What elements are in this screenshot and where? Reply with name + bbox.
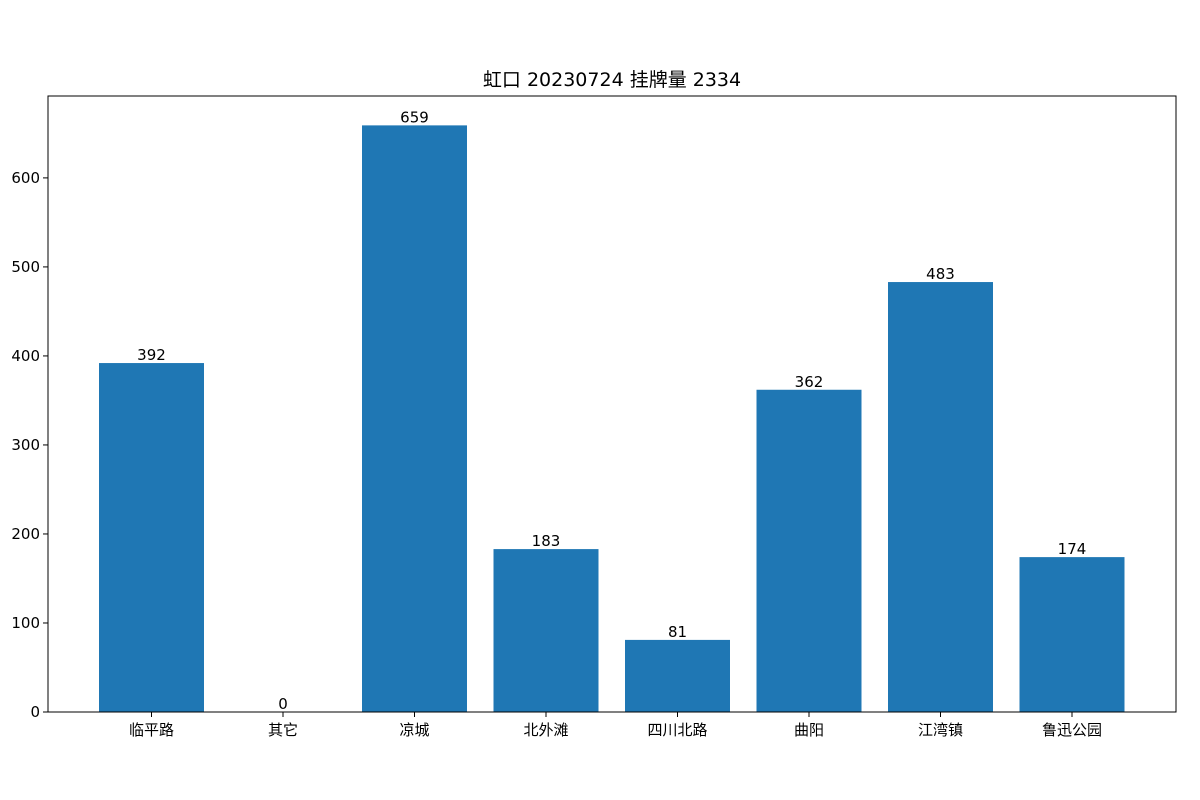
x-tick-label-1: 其它 (268, 721, 298, 739)
bar-6 (888, 282, 993, 712)
y-tick-label-0: 0 (30, 703, 40, 721)
y-tick-label-5: 500 (11, 258, 40, 276)
y-tick-label-4: 400 (11, 347, 40, 365)
data-label-1: 0 (278, 695, 288, 713)
x-tick-label-5: 曲阳 (794, 721, 824, 739)
data-label-2: 659 (400, 108, 429, 126)
x-tick-label-2: 凉城 (399, 721, 429, 739)
bar-0 (99, 363, 204, 712)
x-axis: 临平路 其它 凉城 北外滩 四川北路 曲阳 江湾镇 鲁迅公园 (129, 712, 1102, 739)
x-tick-label-7: 鲁迅公园 (1042, 721, 1102, 739)
data-label-3: 183 (532, 532, 561, 550)
bar-7 (1019, 557, 1125, 712)
y-tick-label-1: 100 (11, 614, 40, 632)
y-axis: 0 100 200 300 400 500 600 (11, 169, 48, 721)
chart-title: 虹口 20230724 挂牌量 2334 (483, 69, 741, 91)
data-label-0: 392 (137, 346, 166, 364)
plot-frame (47, 95, 1177, 713)
bar-5 (756, 389, 862, 712)
y-tick-label-2: 200 (11, 525, 40, 543)
bar-4 (625, 639, 730, 712)
data-labels-layer: 392 0 659 183 81 362 483 174 (137, 108, 1086, 713)
y-tick-label-3: 300 (11, 436, 40, 454)
x-tick-label-6: 江湾镇 (918, 721, 963, 739)
data-label-5: 362 (795, 373, 824, 391)
y-tick-label-6: 600 (11, 169, 40, 187)
bar-2 (362, 125, 467, 712)
bars-layer (99, 125, 1125, 712)
bar-3 (493, 549, 599, 712)
data-label-7: 174 (1058, 540, 1087, 558)
data-label-4: 81 (668, 623, 687, 641)
x-tick-label-3: 北外滩 (523, 721, 568, 739)
data-label-6: 483 (926, 265, 955, 283)
x-tick-label-4: 四川北路 (647, 721, 707, 739)
x-tick-label-0: 临平路 (129, 721, 174, 739)
